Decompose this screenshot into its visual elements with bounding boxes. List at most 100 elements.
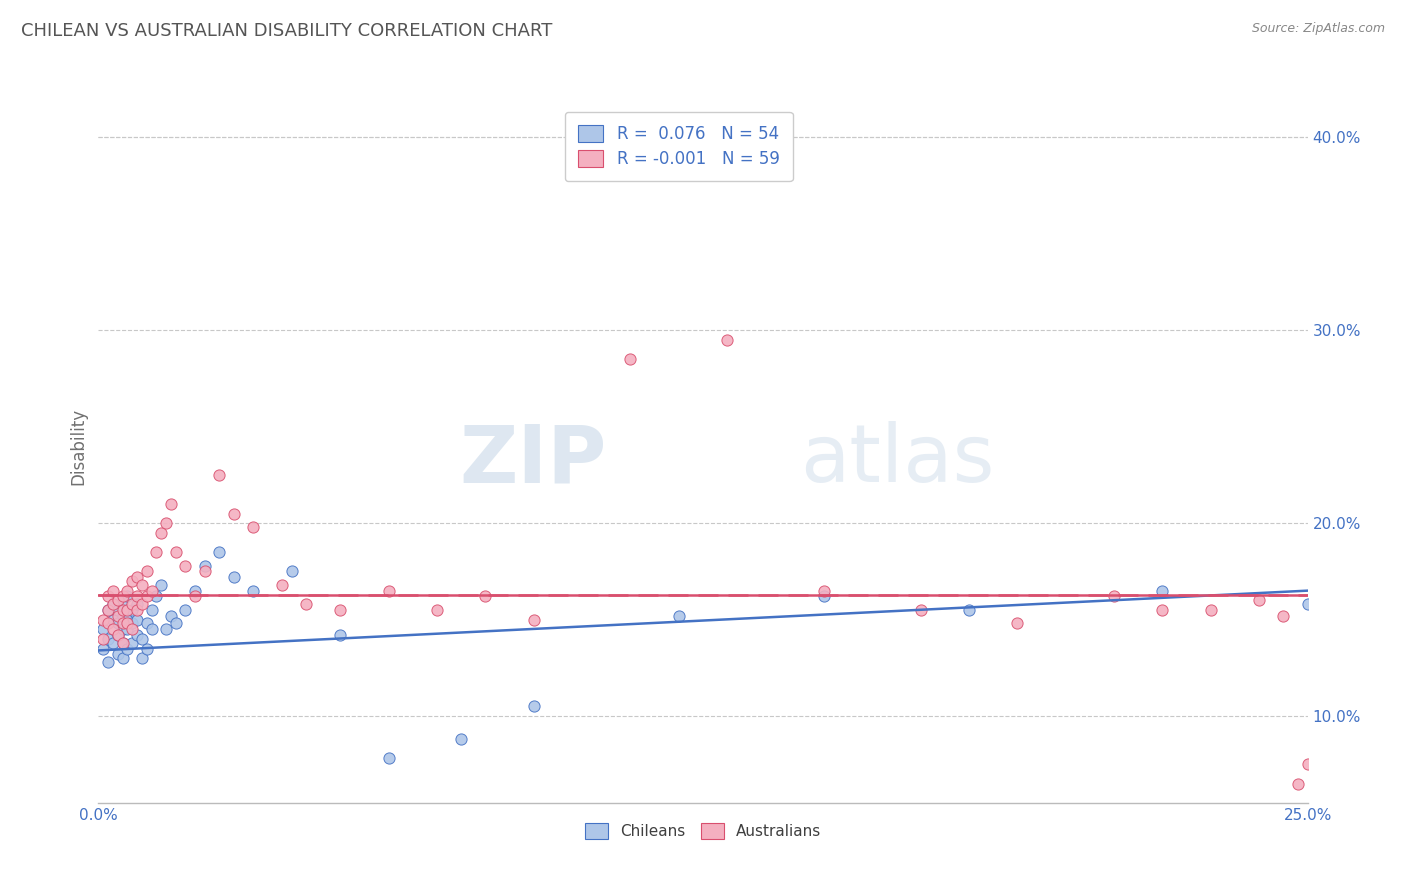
Point — [107, 628, 129, 642]
Point — [97, 590, 120, 604]
Point — [329, 603, 352, 617]
Point — [1199, 603, 1222, 617]
Point — [121, 603, 143, 617]
Point — [141, 622, 163, 636]
Point — [281, 565, 304, 579]
Text: ZIP: ZIP — [458, 421, 606, 500]
Point — [329, 628, 352, 642]
Point — [1286, 776, 1309, 790]
Point — [111, 608, 134, 623]
Point — [127, 590, 149, 604]
Point — [165, 616, 187, 631]
Point — [222, 507, 245, 521]
Point — [107, 628, 129, 642]
Point — [107, 593, 129, 607]
Point — [242, 583, 264, 598]
Point — [155, 516, 177, 530]
Point — [141, 583, 163, 598]
Point — [101, 622, 124, 636]
Point — [121, 574, 143, 588]
Point — [1272, 608, 1295, 623]
Point — [117, 641, 139, 656]
Legend: Chileans, Australians: Chileans, Australians — [579, 817, 827, 845]
Point — [141, 603, 163, 617]
Point — [474, 590, 496, 604]
Point — [377, 751, 399, 765]
Point — [184, 583, 207, 598]
Point — [135, 616, 157, 631]
Point — [121, 597, 143, 611]
Point — [194, 558, 217, 573]
Point — [222, 570, 245, 584]
Point — [101, 636, 124, 650]
Point — [194, 565, 217, 579]
Point — [174, 558, 197, 573]
Point — [208, 467, 231, 482]
Point — [1102, 590, 1125, 604]
Point — [127, 597, 149, 611]
Point — [97, 632, 120, 646]
Point — [107, 616, 129, 631]
Point — [111, 651, 134, 665]
Point — [101, 613, 124, 627]
Point — [1249, 593, 1271, 607]
Point — [101, 597, 124, 611]
Point — [91, 632, 114, 646]
Point — [111, 593, 134, 607]
Point — [97, 616, 120, 631]
Point — [450, 732, 472, 747]
Y-axis label: Disability: Disability — [69, 408, 87, 484]
Point — [150, 578, 173, 592]
Point — [127, 613, 149, 627]
Text: Source: ZipAtlas.com: Source: ZipAtlas.com — [1251, 22, 1385, 36]
Point — [957, 603, 980, 617]
Point — [377, 583, 399, 598]
Point — [619, 352, 641, 367]
Point — [160, 608, 183, 623]
Point — [101, 583, 124, 598]
Point — [1152, 603, 1174, 617]
Point — [242, 520, 264, 534]
Point — [111, 590, 134, 604]
Point — [91, 613, 114, 627]
Point — [668, 608, 690, 623]
Point — [145, 545, 167, 559]
Point — [107, 608, 129, 623]
Point — [111, 622, 134, 636]
Point — [131, 597, 153, 611]
Point — [117, 622, 139, 636]
Point — [111, 603, 134, 617]
Point — [271, 578, 294, 592]
Point — [91, 641, 114, 656]
Point — [813, 590, 835, 604]
Text: CHILEAN VS AUSTRALIAN DISABILITY CORRELATION CHART: CHILEAN VS AUSTRALIAN DISABILITY CORRELA… — [21, 22, 553, 40]
Point — [295, 597, 318, 611]
Point — [523, 613, 546, 627]
Point — [135, 641, 157, 656]
Point — [135, 590, 157, 604]
Point — [111, 616, 134, 631]
Point — [107, 648, 129, 662]
Point — [131, 632, 153, 646]
Point — [107, 603, 129, 617]
Point — [117, 603, 139, 617]
Point — [97, 603, 120, 617]
Text: atlas: atlas — [800, 421, 994, 500]
Point — [131, 651, 153, 665]
Point — [160, 497, 183, 511]
Point — [127, 603, 149, 617]
Point — [91, 622, 114, 636]
Point — [111, 636, 134, 650]
Point — [121, 616, 143, 631]
Point — [184, 590, 207, 604]
Point — [1296, 757, 1319, 772]
Point — [101, 597, 124, 611]
Point — [174, 603, 197, 617]
Point — [150, 525, 173, 540]
Point — [127, 570, 149, 584]
Point — [1296, 597, 1319, 611]
Point — [117, 613, 139, 627]
Point — [165, 545, 187, 559]
Point — [716, 333, 738, 347]
Point — [813, 583, 835, 598]
